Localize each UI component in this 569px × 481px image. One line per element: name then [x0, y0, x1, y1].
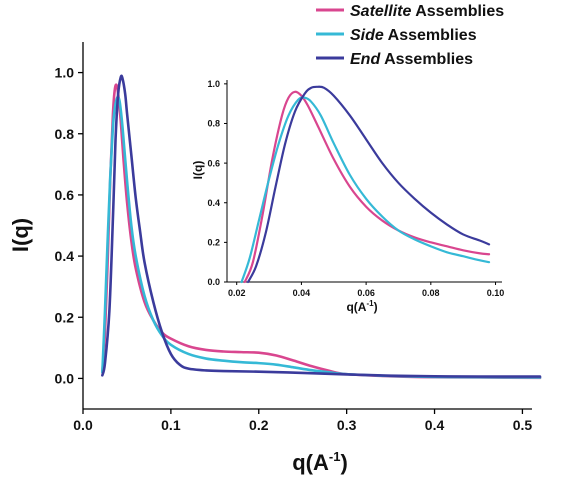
x-tick-label: 0.10: [487, 288, 505, 298]
main-x-ticks: 0.0 0.1 0.2 0.3 0.4 0.5: [73, 409, 532, 433]
main-y-ticks: 0.0 0.2 0.4 0.6 0.8 1.0: [55, 65, 83, 386]
y-tick-label: 0.2: [55, 309, 75, 325]
inset-y-ticks: 0.0 0.2 0.4 0.6 0.8 1.0: [207, 79, 227, 287]
inset-plot: 0.02 0.04 0.06 0.08 0.10 0.00.20.40.60.81.0 …: [191, 79, 504, 314]
x-tick-label: 0.2: [249, 417, 269, 433]
x-tick-label: 0.3: [337, 417, 357, 433]
y-tick-label: 0.0: [207, 277, 220, 287]
x-tick-label: 0.06: [357, 288, 375, 298]
inset-x-ticks: 0.02 0.04 0.06 0.08 0.10: [228, 282, 504, 298]
inset-series-line-0: [243, 90, 491, 284]
main-series-line-0: [101, 83, 542, 380]
x-tick-label: 0.5: [513, 417, 533, 433]
x-tick-label: 0.4: [425, 417, 445, 433]
x-tick-label: 0.02: [228, 288, 246, 298]
main-x-axis-title: q(A-1): [292, 449, 348, 475]
y-tick-label: 0.4: [55, 248, 75, 264]
x-tick-label: 0.1: [161, 417, 181, 433]
y-tick-label: 0.6: [207, 158, 220, 168]
inset-y-axis-title: I(q): [191, 161, 205, 180]
y-tick-label: 1.0: [207, 79, 220, 89]
main-series-line-2: [101, 74, 542, 378]
x-tick-label: 0.0: [73, 417, 93, 433]
inset-series-line-2: [246, 85, 491, 284]
y-tick-label: 0.4: [207, 198, 220, 208]
inset-series-line-1: [240, 96, 491, 284]
main-series-line-1: [101, 95, 542, 379]
legend-label-0: Satellite Assemblies: [350, 3, 504, 20]
x-tick-label: 0.08: [422, 288, 440, 298]
y-tick-label: 1.0: [55, 65, 75, 81]
inset-x-axis-title: q(A-1): [346, 299, 377, 314]
y-tick-label: 0.6: [55, 187, 75, 203]
inset-series-lines: [240, 85, 491, 284]
legend-label-1: Side Assemblies: [350, 27, 477, 44]
legend-label-2: End Assemblies: [350, 51, 473, 68]
x-tick-label: 0.04: [293, 288, 311, 298]
y-tick-label: 0.8: [55, 126, 75, 142]
main-plot: 0.0 0.1 0.2 0.3 0.4 0.5 0.0 0.2 0.4 0.6 0.8 1.0 I(…: [8, 42, 542, 475]
y-tick-label: 0.2: [207, 238, 220, 248]
main-series-lines: [101, 74, 542, 380]
y-tick-label: 0.0: [55, 370, 75, 386]
main-y-axis-title: I(q): [8, 218, 33, 252]
y-tick-label: 0.8: [207, 119, 220, 129]
legend: Satellite Assemblies Side Assemblies End A…: [316, 3, 504, 68]
